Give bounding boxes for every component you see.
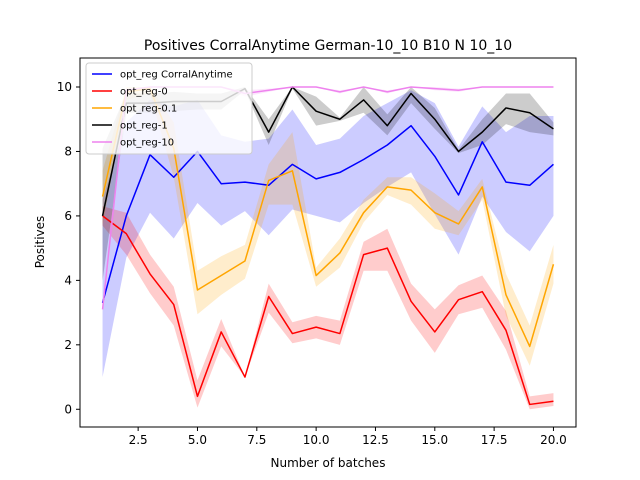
x-axis-label: Number of batches — [271, 456, 386, 470]
x-tick-label: 20.0 — [540, 433, 567, 447]
band-opt-reg-0-1 — [102, 87, 554, 366]
y-tick-label: 8 — [64, 144, 72, 158]
legend: opt_reg CorralAnytime opt_reg-0 opt_reg-0.… — [85, 62, 253, 155]
legend-entry-opt-reg-10: opt_reg-10 — [92, 138, 174, 149]
line-opt-reg-0 — [102, 215, 554, 406]
x-axis: 2.5 5.0 7.5 10.0 12.5 15.0 17.5 20.0 — [129, 427, 567, 447]
y-tick-label: 6 — [64, 209, 72, 223]
x-tick-label: 17.5 — [481, 433, 508, 447]
x-tick-label: 7.5 — [247, 433, 266, 447]
legend-label: opt_reg-0.1 — [120, 104, 177, 115]
band-opt-reg-corralanytime — [102, 90, 554, 378]
legend-entry-opt-reg-corralanytime: opt_reg CorralAnytime — [92, 70, 233, 81]
legend-box — [85, 62, 253, 155]
chart-title: Positives CorralAnytime German-10_10 B10… — [144, 38, 512, 54]
x-tick-label: 12.5 — [362, 433, 389, 447]
x-tick-label: 15.0 — [421, 433, 448, 447]
y-tick-label: 10 — [57, 80, 72, 94]
legend-label: opt_reg-1 — [120, 121, 168, 132]
legend-entry-opt-reg-0: opt_reg-0 — [92, 87, 168, 98]
y-tick-label: 2 — [64, 338, 72, 352]
legend-label: opt_reg CorralAnytime — [120, 70, 233, 81]
legend-label: opt_reg-10 — [120, 138, 174, 149]
band-opt-reg-0 — [102, 206, 554, 410]
x-tick-label: 2.5 — [129, 433, 148, 447]
legend-label: opt_reg-0 — [120, 87, 168, 98]
legend-entry-opt-reg-1: opt_reg-1 — [92, 121, 168, 132]
x-tick-label: 5.0 — [188, 433, 207, 447]
x-tick-label: 10.0 — [303, 433, 330, 447]
y-tick-label: 0 — [64, 402, 72, 416]
y-tick-label: 4 — [64, 273, 72, 287]
legend-entry-opt-reg-0-1: opt_reg-0.1 — [92, 104, 177, 115]
y-axis: 0 2 4 6 8 10 — [57, 80, 80, 416]
line-opt-reg-0-1 — [101, 87, 555, 348]
y-axis-label: Positives — [33, 216, 47, 269]
plot-frame — [79, 57, 577, 428]
